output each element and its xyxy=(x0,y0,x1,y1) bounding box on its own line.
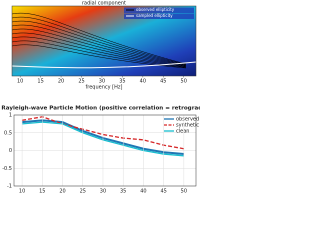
contour xyxy=(11,24,187,66)
legend-label: synthetic xyxy=(176,123,199,129)
x-tick-label: 45 xyxy=(160,79,166,85)
x-tick-label: 50 xyxy=(181,79,187,85)
chart-title: Rayleigh-wave Particle Motion (positive … xyxy=(1,106,200,112)
x-tick-label: 25 xyxy=(78,79,84,85)
y-tick-label: -0.5 xyxy=(2,166,12,172)
x-tick-label: 40 xyxy=(140,79,146,85)
legend-label: observed xyxy=(176,117,199,123)
x-tick-label: 30 xyxy=(100,189,106,195)
x-tick-label: 30 xyxy=(99,79,105,85)
contour xyxy=(11,40,187,68)
series-line xyxy=(21,116,184,150)
y-tick-label: 0.5 xyxy=(4,130,12,136)
contour xyxy=(11,12,187,65)
legend-box xyxy=(124,13,194,19)
x-tick-label: 25 xyxy=(80,189,86,195)
x-tick-label: 20 xyxy=(59,189,65,195)
contour xyxy=(11,16,187,65)
x-tick-label: 15 xyxy=(37,79,43,85)
figure: radial component observed ellipticitysamp… xyxy=(1,1,200,195)
contour xyxy=(11,28,187,67)
legend-label: clean xyxy=(176,129,189,135)
x-axis-label: frequency [Hz] xyxy=(86,85,123,91)
legend-label: observed ellipticity xyxy=(136,7,175,12)
plot-frame xyxy=(11,5,197,77)
ridge xyxy=(11,61,197,69)
legend-label: sampled ellipticity xyxy=(136,13,173,18)
chart-title: radial component xyxy=(82,1,126,7)
x-tick-label: 35 xyxy=(120,189,126,195)
contour xyxy=(11,32,187,67)
contour xyxy=(11,20,187,66)
plot-frame xyxy=(13,114,197,187)
x-tick-label: 50 xyxy=(181,189,187,195)
x-tick-label: 20 xyxy=(58,79,64,85)
x-tick-label: 10 xyxy=(19,189,25,195)
contour xyxy=(11,44,187,69)
y-tick-label: 1 xyxy=(9,113,12,119)
x-tick-label: 15 xyxy=(39,189,45,195)
contour xyxy=(11,36,187,68)
legend-box xyxy=(124,7,194,13)
y-tick-label: 0 xyxy=(9,148,12,154)
x-tick-label: 45 xyxy=(160,189,166,195)
x-tick-label: 40 xyxy=(140,189,146,195)
y-tick-label: -1 xyxy=(7,184,12,190)
x-tick-label: 10 xyxy=(17,79,23,85)
x-tick-label: 35 xyxy=(119,79,125,85)
